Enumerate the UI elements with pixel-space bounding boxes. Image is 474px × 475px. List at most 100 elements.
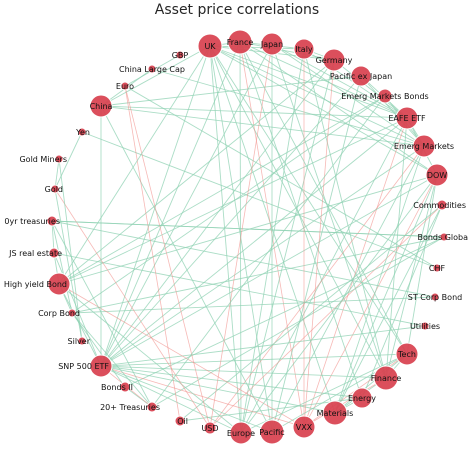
- edge-emerg_markets_bonds-treasuries_20: [151, 95, 386, 408]
- edge-europe-tech: [240, 353, 408, 434]
- edge-dow-vxx: [303, 174, 438, 428]
- edge-treasuries_10-bonds_global: [51, 220, 445, 238]
- node-snp500: SNP 500 ETF: [58, 354, 113, 378]
- node-circle-pacific_ex_japan: [350, 65, 372, 87]
- node-label-gold_miners: Gold Miners: [19, 155, 67, 164]
- node-label-vxx: VXX: [296, 423, 313, 432]
- node-label-energy: Energy: [348, 394, 376, 403]
- chart-title: Asset price correlations: [154, 2, 320, 18]
- node-label-pacific: Pacific: [259, 428, 284, 437]
- node-europe: Europe: [227, 421, 255, 445]
- node-uk: UK: [197, 33, 223, 59]
- edge-commodities-materials: [334, 204, 443, 414]
- node-circle-italy: [293, 38, 315, 60]
- node-circle-commodities: [436, 199, 448, 211]
- node-france: France: [227, 29, 254, 55]
- node-label-gold: Gold: [45, 185, 63, 194]
- edge-france-energy: [239, 41, 363, 399]
- node-circle-eafe_etf: [395, 106, 419, 130]
- edge-germany-vxx: [303, 59, 335, 428]
- node-bonds_global: Bonds Globa: [417, 232, 468, 242]
- node-gold: Gold: [45, 184, 63, 194]
- node-circle-treasuries_10: [46, 215, 58, 227]
- node-silver: Silver: [68, 336, 91, 346]
- edge-oil-euro: [124, 85, 181, 422]
- edge-eafe_etf-china: [100, 105, 408, 119]
- edge-uk-snp500: [100, 45, 211, 367]
- node-us_real_estate: JS real estate: [8, 247, 62, 259]
- edge-uk-dow: [209, 45, 438, 176]
- edge-tech-materials: [334, 353, 408, 414]
- node-yen: Yen: [75, 127, 90, 137]
- node-circle-snp500: [89, 354, 113, 378]
- edge-materials-emerg_markets: [334, 145, 425, 414]
- node-circle-china: [89, 94, 113, 118]
- node-utilities: Utilities: [410, 321, 440, 331]
- edge-uk-italy: [209, 45, 305, 50]
- node-circle-silver: [77, 336, 87, 346]
- node-circle-materials: [322, 400, 348, 426]
- node-label-high_yield: High yield Bond: [4, 280, 67, 289]
- node-label-italy: Italy: [295, 45, 313, 54]
- edge-energy-snp500: [100, 365, 363, 399]
- node-pacific: Pacific: [259, 419, 285, 445]
- node-label-snp500: SNP 500 ETF: [58, 362, 109, 371]
- edge-pacific-china: [100, 105, 273, 433]
- edge-commodities-energy: [361, 204, 443, 399]
- node-bonds_ii: Bonds II: [101, 381, 133, 393]
- node-pacific_ex_japan: Pacific ex Japan: [330, 65, 392, 87]
- edge-uk-tech: [209, 45, 408, 355]
- node-dow: DOW: [425, 163, 449, 187]
- edge-commodities-usd: [209, 204, 443, 429]
- node-circle-finance: [373, 365, 399, 391]
- node-gold_miners: Gold Miners: [19, 154, 67, 164]
- edge-emerg_markets-snp500: [100, 145, 425, 367]
- node-label-gbp: GBP: [172, 51, 189, 60]
- edge-emerg_markets-china: [100, 105, 425, 147]
- edge-silver-gold: [54, 188, 83, 342]
- edge-germany-high_yield: [58, 59, 335, 285]
- node-label-emerg_markets_bonds: Emerg Markets Bonds: [341, 92, 428, 101]
- node-circle-pacific: [259, 419, 285, 445]
- node-label-germany: Germany: [316, 56, 353, 65]
- node-label-china: China: [90, 102, 113, 111]
- node-circle-japan: [260, 32, 284, 56]
- node-circle-dow: [425, 163, 449, 187]
- edge-treasuries_20-treasuries_10: [51, 220, 153, 408]
- node-circle-bonds_ii: [119, 381, 131, 393]
- node-circle-high_yield: [47, 272, 71, 296]
- node-circle-gold_miners: [54, 154, 64, 164]
- node-chf: CHF: [429, 263, 446, 273]
- node-label-materials: Materials: [317, 409, 354, 418]
- edge-japan-usd: [209, 43, 273, 429]
- edge-emerg_markets-china_large_cap: [151, 68, 425, 147]
- node-circle-energy: [351, 387, 373, 409]
- edge-italy-finance: [303, 48, 387, 379]
- edge-tech-snp500: [100, 353, 408, 367]
- node-label-treasuries_20: 20+ Treasuries: [100, 403, 160, 412]
- node-label-emerg_markets: Emerg Markets: [394, 142, 454, 151]
- node-vxx: VXX: [292, 415, 316, 439]
- node-circle-bonds_global: [439, 232, 449, 242]
- edge-gold-gold_miners: [54, 158, 60, 190]
- node-circle-france: [227, 29, 253, 55]
- edge-germany-europe: [240, 59, 335, 434]
- node-italy: Italy: [293, 38, 315, 60]
- node-circle-uk: [197, 33, 223, 59]
- edge-pacific_ex_japan-snp500: [100, 75, 362, 367]
- node-circle-utilities: [420, 321, 430, 331]
- edge-finance-vxx: [303, 377, 387, 428]
- edge-finance-snp500: [100, 365, 387, 379]
- node-oil: Oil: [174, 415, 188, 427]
- node-label-chf: CHF: [429, 264, 446, 273]
- node-circle-st_corp_bond: [430, 292, 440, 302]
- edge-usd-euro: [124, 85, 211, 429]
- edge-eafe_etf-europe: [240, 117, 408, 434]
- node-label-france: France: [227, 38, 254, 47]
- edge-dow-high_yield: [58, 174, 438, 285]
- edge-uk-high_yield: [58, 45, 211, 285]
- edge-usd-gold: [54, 188, 211, 429]
- edge-emerg_markets_bonds-corp_bond: [71, 95, 386, 314]
- node-label-st_corp_bond: ST Corp Bond: [408, 293, 462, 302]
- node-tech: Tech: [395, 342, 419, 366]
